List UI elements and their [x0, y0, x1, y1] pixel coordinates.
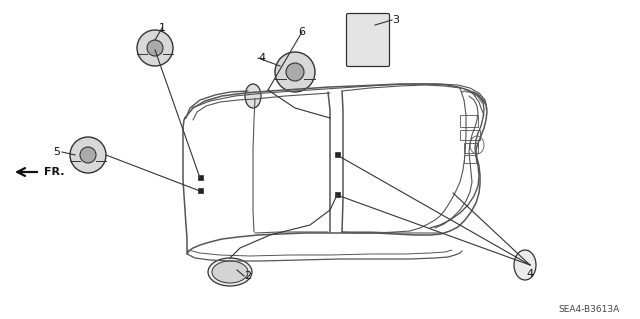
- Ellipse shape: [70, 137, 106, 173]
- Ellipse shape: [208, 258, 252, 286]
- Text: 2: 2: [244, 271, 251, 281]
- Text: SEA4-B3613A: SEA4-B3613A: [559, 306, 620, 315]
- Ellipse shape: [245, 84, 261, 108]
- Bar: [335, 152, 340, 157]
- Bar: [335, 192, 340, 197]
- Text: 3: 3: [392, 15, 399, 25]
- Text: 5: 5: [53, 147, 60, 157]
- Bar: [198, 175, 203, 180]
- Ellipse shape: [514, 250, 536, 280]
- Bar: [198, 188, 203, 193]
- Ellipse shape: [80, 147, 96, 163]
- Text: FR.: FR.: [44, 167, 65, 177]
- Bar: [464, 143, 478, 153]
- Ellipse shape: [212, 261, 248, 283]
- Text: 4: 4: [258, 53, 265, 63]
- Ellipse shape: [286, 63, 304, 81]
- Text: 6: 6: [298, 27, 305, 37]
- Text: 1: 1: [159, 23, 166, 33]
- Bar: [460, 130, 480, 140]
- Ellipse shape: [275, 52, 315, 92]
- Ellipse shape: [137, 30, 173, 66]
- Ellipse shape: [147, 40, 163, 56]
- Bar: [464, 155, 476, 163]
- FancyBboxPatch shape: [346, 13, 390, 66]
- Text: 4: 4: [527, 269, 534, 279]
- Bar: [460, 115, 478, 127]
